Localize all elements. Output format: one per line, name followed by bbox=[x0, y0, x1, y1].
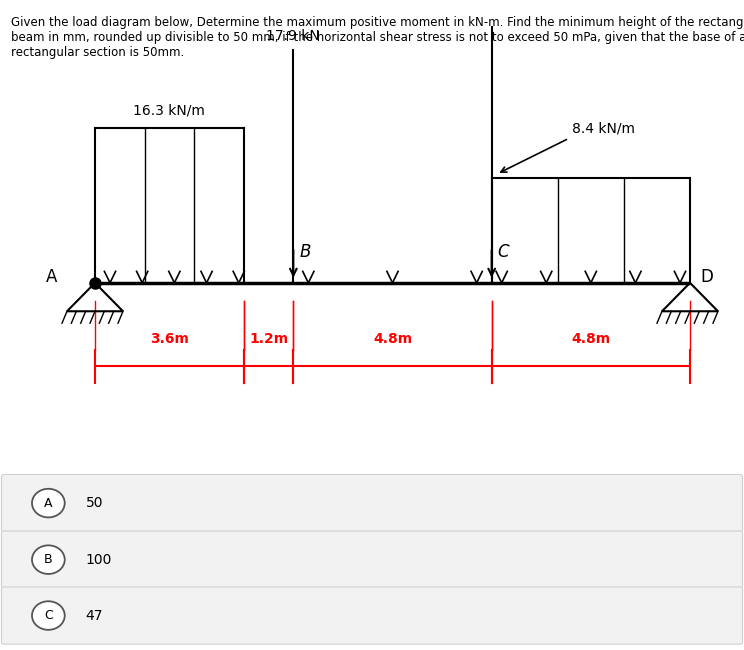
Text: rectangular section is 50mm.: rectangular section is 50mm. bbox=[11, 46, 185, 59]
Text: 4.8m: 4.8m bbox=[571, 332, 610, 346]
Text: 1.2m: 1.2m bbox=[249, 332, 288, 346]
Text: B: B bbox=[299, 243, 311, 261]
Text: 23.4 kN: 23.4 kN bbox=[464, 0, 529, 5]
Text: B: B bbox=[44, 553, 53, 566]
Text: 50: 50 bbox=[86, 496, 103, 510]
Text: C: C bbox=[498, 243, 510, 261]
Text: beam in mm, rounded up divisible to 50 mm, if the horizontal shear stress is not: beam in mm, rounded up divisible to 50 m… bbox=[11, 31, 744, 44]
Text: 8.4 kN/m: 8.4 kN/m bbox=[572, 122, 635, 136]
Text: 17.9 kN: 17.9 kN bbox=[266, 29, 320, 43]
Text: 4.8m: 4.8m bbox=[373, 332, 412, 346]
Text: 47: 47 bbox=[86, 608, 103, 623]
Text: A: A bbox=[44, 497, 53, 510]
Text: C: C bbox=[44, 609, 53, 622]
Text: 16.3 kN/m: 16.3 kN/m bbox=[133, 104, 205, 118]
Text: A: A bbox=[45, 268, 57, 286]
Text: D: D bbox=[700, 268, 713, 286]
Text: Given the load diagram below, Determine the maximum positive moment in kN-m. Fin: Given the load diagram below, Determine … bbox=[11, 16, 744, 29]
Text: 100: 100 bbox=[86, 552, 112, 567]
Text: ...: ... bbox=[714, 0, 730, 5]
Text: 3.6m: 3.6m bbox=[150, 332, 189, 346]
